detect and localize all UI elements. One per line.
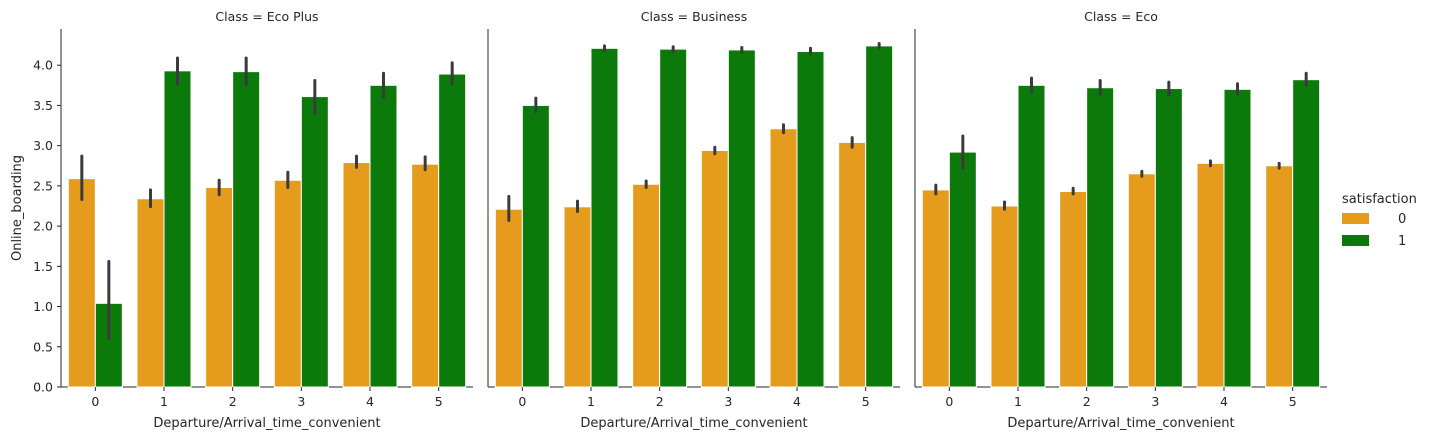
panel-2-bar-s1-3 xyxy=(727,49,756,388)
panel-3-bar-s0-2 xyxy=(1059,191,1088,388)
panel-2-bar-s0-4 xyxy=(769,128,798,388)
panel-1-bar-s0-0 xyxy=(67,178,96,388)
panel-1-x-tick-label: 0 xyxy=(91,394,99,409)
legend-label-0: 0 xyxy=(1398,212,1406,227)
legend-title: satisfaction xyxy=(1342,192,1417,207)
panel-1-bar-s1-2 xyxy=(232,71,261,388)
panel-1-y-tick-label: 2.0 xyxy=(33,219,53,234)
panel-1-y-tick-label: 3.5 xyxy=(33,98,53,113)
panel-1-x-tick-label: 4 xyxy=(366,394,374,409)
panel-2-x-axis-title: Departure/Arrival_time_convenient xyxy=(580,416,807,431)
panel-2-bar-s0-2 xyxy=(632,183,661,388)
panel-1-bar-s0-1 xyxy=(136,198,165,388)
panel-3-x-tick-label: 1 xyxy=(1014,394,1022,409)
panel-1-bar-s1-3 xyxy=(300,96,329,388)
panel-1-x-tick-label: 2 xyxy=(229,394,237,409)
panel-1-y-tick-label: 1.0 xyxy=(33,299,53,314)
panel-2-bar-s0-3 xyxy=(700,149,729,388)
panel-2-x-tick-label: 3 xyxy=(724,394,732,409)
panel-2-bar-s1-0 xyxy=(521,104,550,388)
legend-swatch-1 xyxy=(1342,235,1369,246)
panel-1-bar-s1-1 xyxy=(163,70,192,388)
panel-1-bar-s1-5 xyxy=(438,73,467,388)
panel-2-bar-s1-2 xyxy=(659,48,688,388)
panel-3-bar-s0-4 xyxy=(1196,162,1225,388)
panel-2-x-tick-label: 5 xyxy=(862,394,870,409)
panel-2-bar-s1-4 xyxy=(796,51,825,388)
panel-3-x-tick-label: 5 xyxy=(1289,394,1297,409)
panel-2-title: Class = Business xyxy=(641,9,747,24)
panel-3-bar-s0-0 xyxy=(921,189,950,388)
panel-2-bar-s1-5 xyxy=(865,45,894,388)
panel-1-x-tick-label: 3 xyxy=(297,394,305,409)
panel-1-y-tick-label: 3.0 xyxy=(33,138,53,153)
panel-3-bar-s1-1 xyxy=(1017,84,1046,388)
panel-2-bar-s0-0 xyxy=(494,208,523,388)
panel-3-x-tick-label: 2 xyxy=(1083,394,1091,409)
panel-3-bar-s1-4 xyxy=(1223,88,1252,388)
panel-3-bar-s0-1 xyxy=(990,205,1019,388)
panel-1-bar-s0-5 xyxy=(411,163,440,388)
panel-2-x-tick-label: 4 xyxy=(793,394,801,409)
panel-2-bar-s0-1 xyxy=(563,206,592,388)
panel-3-bar-s1-2 xyxy=(1086,87,1115,388)
panel-3-x-tick-label: 0 xyxy=(945,394,953,409)
panel-3-bar-s1-5 xyxy=(1292,79,1321,388)
panel-2-bar-s1-1 xyxy=(590,47,619,388)
panel-1-bar-s0-4 xyxy=(342,162,371,388)
panel-3-x-tick-label: 4 xyxy=(1220,394,1228,409)
panel-1-y-tick-label: 4.0 xyxy=(33,58,53,73)
legend-label-1: 1 xyxy=(1398,234,1406,249)
panel-3-bar-s1-0 xyxy=(948,151,977,388)
panel-3-x-tick-label: 3 xyxy=(1151,394,1159,409)
panel-1-bar-s0-2 xyxy=(205,186,234,388)
panel-2-x-tick-label: 1 xyxy=(587,394,595,409)
panel-1-x-tick-label: 5 xyxy=(435,394,443,409)
panel-2-x-tick-label: 0 xyxy=(518,394,526,409)
panel-1-bar-s0-3 xyxy=(273,179,302,388)
panel-1-title: Class = Eco Plus xyxy=(215,9,318,24)
panel-1-y-tick-label: 2.5 xyxy=(33,178,53,193)
panel-1-bar-s1-4 xyxy=(369,84,398,388)
legend-swatch-0 xyxy=(1342,213,1369,224)
panel-2-x-tick-label: 2 xyxy=(656,394,664,409)
panel-3-bar-s0-5 xyxy=(1265,165,1294,388)
panel-1-y-axis-title: Online_boarding xyxy=(10,155,25,261)
panel-1-y-tick-label: 0.0 xyxy=(33,380,53,395)
panel-2-bar-s0-5 xyxy=(838,141,867,388)
panel-3-x-axis-title: Departure/Arrival_time_convenient xyxy=(1007,416,1234,431)
panel-1-x-axis-title: Departure/Arrival_time_convenient xyxy=(153,416,380,431)
panel-1-y-tick-label: 0.5 xyxy=(33,339,53,354)
panel-3-title: Class = Eco xyxy=(1084,9,1158,24)
panel-1-y-tick-label: 1.5 xyxy=(33,259,53,274)
panel-3-bar-s1-3 xyxy=(1154,88,1183,388)
panel-1-x-tick-label: 1 xyxy=(160,394,168,409)
panel-3-bar-s0-3 xyxy=(1127,173,1156,388)
